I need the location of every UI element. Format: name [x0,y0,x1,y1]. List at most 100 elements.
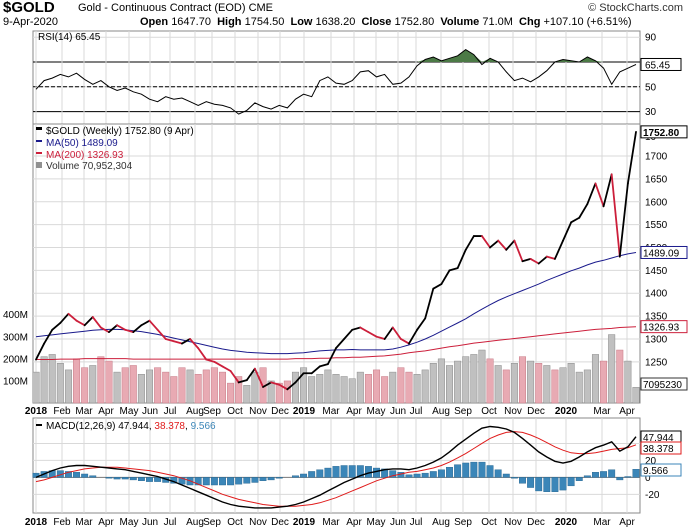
volume-bar [146,369,154,404]
price-segment [91,316,102,329]
signal-line [35,431,637,507]
x-tick-label: Apr [98,517,114,528]
macd-histogram-bar [113,477,121,480]
price-segment [213,360,224,368]
price-legend-swatch [36,127,42,130]
price-segment [286,381,297,391]
price-segment [578,203,589,219]
macd-histogram-bar [275,477,283,479]
volume-bar [178,367,186,404]
x-tick-label: Mar [75,517,93,528]
macd-x-axis: 2018 Feb Mar Apr May Jun Jul Aug Sep Oct Nov Dec 201… [25,517,636,528]
macd-histogram-bar [348,465,356,478]
macd-histogram-bar [510,477,518,479]
price-grid [33,124,640,403]
volume-bar [308,376,316,404]
volume-bar [291,371,299,404]
volume-bars [32,334,640,404]
x-tick-label: 2018 [25,406,48,417]
macd-histogram-bar [202,477,210,486]
ma200-legend-text: MA(200) 1326.93 [46,150,124,161]
macd-legend-swatch [36,424,42,426]
volume-bar [559,367,567,404]
volume-bar [275,382,283,404]
macd-histogram-bar [632,469,640,478]
macd-histogram-bar [340,465,348,478]
volume-bar [170,376,178,404]
close-value: 1752.80 [394,16,435,28]
ma50-legend-swatch [36,140,42,142]
price-legend-text: $GOLD (Weekly) 1752.80 (9 Apr) [46,126,194,137]
macd-histogram-bar [600,471,608,478]
volume-bar [616,349,624,404]
price-segment [189,338,200,350]
macd-legend-sep-1: , [149,421,155,432]
volume-bar [154,367,162,404]
volume-y-ticks: 400M 300M 200M 100M [3,310,28,387]
volume-bar [608,334,616,404]
volume-bar [105,360,113,404]
volume-bar [48,354,56,404]
macd-histogram-bar [81,473,89,478]
x-tick-label: Aug [186,406,204,417]
macd-histogram-bar [429,471,437,478]
x-tick-label: Apr [98,406,114,417]
x-tick-label: Jul [164,517,177,528]
price-segment [456,248,467,269]
x-tick-label: Mar [322,517,340,528]
price-segment [35,342,46,361]
price-panel: 1700165016001550150014501400135013001250… [3,123,688,404]
price-segment [626,130,637,185]
volume-bar [527,360,535,404]
macd-histogram-bar [462,462,470,478]
low-value: 1638.20 [315,16,356,28]
macd-histogram-bar [308,471,316,478]
x-tick-label: Aug [186,517,204,528]
x-tick-label: Oct [227,517,243,528]
macd-frame [32,417,641,514]
volume-bar [600,360,608,404]
volume-bar [551,369,559,404]
macd-histogram-bar [364,466,372,478]
price-segment [497,239,508,251]
symbol-title: $GOLD [3,0,55,16]
macd-histogram-bar [551,477,559,492]
volume-bar [210,367,218,404]
x-tick-label: Dec [271,517,289,528]
price-legend: $GOLD (Weekly) 1752.80 (9 Apr) MA(50) 14… [36,126,194,172]
macd-histogram-bar [219,477,226,486]
price-segment [310,365,321,375]
macd-tick-label: 20 [645,456,657,467]
rsi-value-tag: 65.45 [645,60,670,71]
price-segment [156,328,167,340]
macd-histogram-bar [583,475,591,478]
x-tick-label: Sep [454,406,472,417]
volume-bar [81,367,89,404]
macd-histogram-bar [194,477,202,486]
x-tick-label: Jul [410,517,423,528]
price-value-tag: 1752.80 [643,128,680,139]
volume-bar [502,369,510,404]
rsi-tick-label: 30 [645,107,657,118]
macd-legend-sep-2: , [185,421,191,432]
volume-bar [235,376,243,404]
x-tick-label: May [367,406,386,417]
macd-histogram-bar [527,477,535,488]
volume-bar [535,363,543,404]
volume-legend-text: Volume 70,952,304 [46,161,133,172]
price-segment [116,324,127,331]
price-segment [67,312,78,322]
low-label: Low [290,16,313,28]
macd-legend-macd: 47.944 [118,421,149,432]
x-tick-label: Apr [619,406,635,417]
symbol-description: Gold - Continuous Contract (EOD) CME [78,2,273,14]
price-segment [432,283,443,290]
x-tick-label: Aug [432,406,450,417]
macd-histogram-bar [519,477,526,484]
macd-histogram-bar [389,470,397,478]
price-segment [43,328,54,345]
x-tick-label: May [120,517,139,528]
macd-histogram-bar [137,477,145,481]
macd-histogram-bar [292,475,299,478]
